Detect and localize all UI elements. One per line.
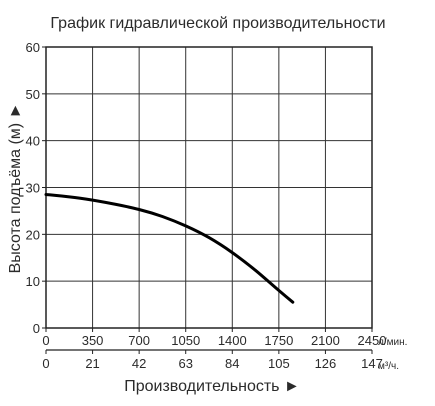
y-axis-label: Высота подъёма (м) ► bbox=[7, 103, 24, 274]
x-tick-label: 0 bbox=[42, 333, 49, 348]
y-tick-label: 30 bbox=[26, 181, 40, 196]
x-tick-label: 700 bbox=[128, 333, 150, 348]
x2-tick-label: 0 bbox=[42, 356, 49, 371]
x2-tick-label: 63 bbox=[178, 356, 192, 371]
x2-tick-label: 42 bbox=[132, 356, 146, 371]
y-axis: 0 10 20 30 40 50 60 bbox=[26, 40, 46, 336]
x-axis-primary: 0 350 700 1050 1400 1750 2100 2450 bbox=[42, 328, 386, 348]
chart-title: График гидравлической производительности bbox=[50, 15, 385, 32]
y-tick-label: 20 bbox=[26, 227, 40, 242]
x2-tick-label: 21 bbox=[85, 356, 99, 371]
x-tick-label: 1400 bbox=[218, 333, 247, 348]
y-tick-label: 0 bbox=[33, 321, 40, 336]
y-tick-label: 10 bbox=[26, 274, 40, 289]
x2-unit-label: м³/ч. bbox=[378, 361, 399, 372]
x-tick-label: 1750 bbox=[264, 333, 293, 348]
x-tick-label: 2450 bbox=[358, 333, 387, 348]
x2-tick-label: 84 bbox=[225, 356, 239, 371]
y-tick-label: 40 bbox=[26, 134, 40, 149]
x-tick-label: 350 bbox=[82, 333, 104, 348]
x-tick-label: 1050 bbox=[171, 333, 200, 348]
y-tick-label: 50 bbox=[26, 87, 40, 102]
x-axis-label: Производительность ► bbox=[124, 378, 300, 395]
x-axis-secondary: 0 21 42 63 84 105 126 147 bbox=[42, 350, 383, 371]
x2-tick-label: 126 bbox=[315, 356, 337, 371]
x-unit-label: л/мин. bbox=[378, 337, 407, 348]
performance-curve bbox=[44, 193, 295, 304]
x2-tick-label: 147 bbox=[361, 356, 383, 371]
y-tick-label: 60 bbox=[26, 40, 40, 55]
grid bbox=[46, 47, 372, 328]
x-tick-label: 2100 bbox=[311, 333, 340, 348]
x2-tick-label: 105 bbox=[268, 356, 290, 371]
